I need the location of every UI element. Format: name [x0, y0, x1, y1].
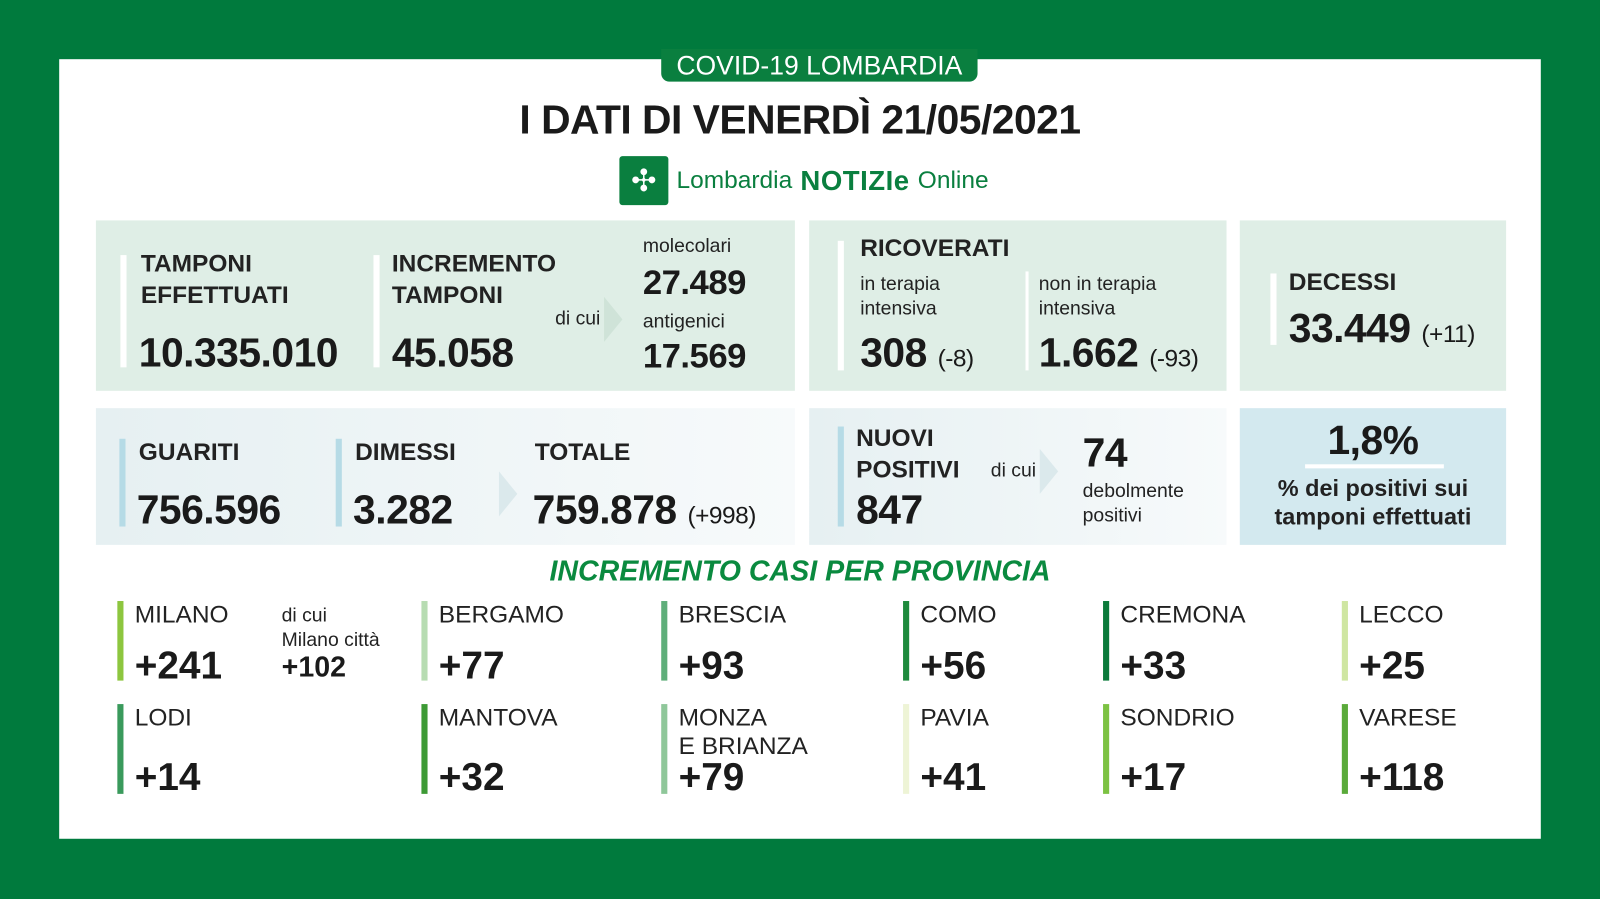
province-name: MILANO [134, 601, 229, 629]
province-color-bar [117, 601, 124, 681]
positivi-label: NUOVI POSITIVI [856, 424, 960, 484]
province-color-bar [1341, 704, 1348, 794]
province-value: +56 [920, 644, 987, 688]
province-value: +118 [1359, 756, 1445, 799]
percentuale-card: 1,8% % dei positivi sui tamponi effettuat… [1239, 408, 1507, 545]
province-name: MANTOVA [438, 704, 558, 732]
guariti-value: 756.596 [136, 487, 281, 533]
province-color-bar [421, 601, 428, 681]
decessi-card: DECESSI 33.449 (+11) [1239, 220, 1507, 391]
province-value: +241 [134, 644, 223, 688]
molecolari-label: molecolari [642, 235, 732, 258]
province-name: PAVIA [920, 704, 989, 732]
positivi-card: NUOVI POSITIVI 847 di cui 74 debolmente po… [809, 408, 1227, 545]
province-value: +41 [920, 756, 987, 799]
nti-value: 1.662 (-93) [1038, 330, 1199, 376]
decessi-label: DECESSI [1288, 268, 1397, 296]
province-name: LODI [134, 704, 192, 732]
nti-label: non in terapia intensiva [1038, 273, 1157, 320]
province-title: INCREMENTO CASI PER PROVINCIA [549, 555, 1051, 587]
ricoverati-label: RICOVERATI [860, 234, 1010, 263]
province-cremona: CREMONA +33 [1103, 601, 1307, 688]
header-tag: COVID-19 LOMBARDIA [661, 48, 978, 82]
page-title: I DATI DI VENERDÌ 21/05/2021 [519, 97, 1081, 143]
totale-value: 759.878 (+998) [532, 487, 757, 533]
province-pavia: PAVIA +41 [903, 704, 1107, 799]
province-mantova: MANTOVA +32 [421, 704, 625, 799]
province-como: COMO +56 [903, 601, 1107, 688]
province-name: CREMONA [1120, 601, 1246, 629]
antigenici-label: antigenici [642, 311, 725, 333]
tamponi-value: 10.335.010 [138, 330, 339, 376]
di-cui-label: di cui [990, 460, 1037, 482]
province-name: BRESCIA [678, 601, 787, 629]
incremento-value: 45.058 [391, 330, 514, 376]
province-name: LECCO [1359, 601, 1444, 629]
totale-label: TOTALE [534, 438, 631, 467]
ti-label: in terapia intensiva [860, 273, 940, 320]
arrow-icon [604, 296, 623, 342]
province-name: VARESE [1359, 704, 1457, 732]
tamponi-card: TAMPONI EFFETTUATI 10.335.010 INCREMENTO T… [95, 220, 795, 391]
province-color-bar [903, 704, 910, 794]
logo-text: Lombardia [676, 166, 793, 194]
decessi-value: 33.449 (+11) [1288, 306, 1476, 352]
guariti-card: GUARITI 756.596 DIMESSI 3.282 TOTALE 759… [95, 408, 795, 545]
province-sondrio: SONDRIO +17 [1103, 704, 1307, 799]
province-color-bar [903, 601, 910, 681]
province-value: +14 [134, 756, 201, 799]
molecolari-value: 27.489 [642, 263, 747, 303]
province-color-bar [661, 704, 668, 794]
guariti-label: GUARITI [138, 438, 240, 467]
province-name: BERGAMO [438, 601, 564, 629]
province-value: +17 [1120, 756, 1187, 799]
province-value: +93 [678, 644, 745, 688]
province-name: MONZA E BRIANZA [678, 704, 808, 761]
di-cui-label: di cui [555, 308, 601, 330]
deboli-label: debolmente positivi [1082, 480, 1184, 527]
province-brescia: BRESCIA +93 [661, 601, 865, 688]
province-varese: VARESE +118 [1341, 704, 1546, 799]
province-lecco: LECCO +25 [1341, 601, 1546, 688]
percentuale-label: % dei positivi sui tamponi effettuati [1274, 474, 1472, 530]
province-value: +25 [1359, 644, 1425, 688]
province-name: SONDRIO [1120, 704, 1235, 732]
dimessi-label: DIMESSI [355, 438, 456, 467]
province-name: COMO [920, 601, 997, 629]
milano-citta-value: +102 [281, 651, 346, 683]
logo: ✣ Lombardia NOTIZIe Online [619, 156, 989, 206]
province-color-bar [421, 704, 428, 794]
tamponi-label: TAMPONI EFFETTUATI [140, 249, 289, 310]
deboli-value: 74 [1082, 430, 1128, 476]
province-value: +79 [678, 756, 745, 799]
province-monza: MONZA E BRIANZA +79 [661, 704, 865, 799]
logo-notizie: NOTIZIe [800, 164, 910, 196]
ti-value: 308 (-8) [860, 330, 974, 376]
incremento-label: INCREMENTO TAMPONI [391, 249, 557, 310]
province-bergamo: BERGAMO +77 [421, 601, 625, 688]
dimessi-value: 3.282 [353, 487, 453, 533]
arrow-icon [1039, 448, 1059, 494]
positivi-value: 847 [856, 487, 923, 533]
arrow-icon [498, 471, 518, 517]
percentuale-value: 1,8% [1327, 418, 1419, 464]
divider [1305, 464, 1444, 469]
province-color-bar [1103, 601, 1110, 681]
province-color-bar [117, 704, 124, 794]
province-color-bar [1103, 704, 1110, 794]
ricoverati-card: RICOVERATI in terapia intensiva 308 (-8) … [809, 220, 1227, 391]
province-color-bar [661, 601, 668, 681]
province-value: +33 [1120, 644, 1187, 688]
province-lodi: LODI +14 [117, 704, 321, 799]
antigenici-value: 17.569 [642, 336, 747, 376]
province-value: +32 [438, 756, 505, 799]
province-color-bar [1341, 601, 1348, 681]
lombardia-rose-icon: ✣ [619, 156, 669, 206]
milano-citta-label: di cui Milano città [281, 605, 380, 652]
province-milano: MILANO +241 [117, 601, 321, 688]
province-value: +77 [438, 644, 505, 688]
logo-online: Online [917, 166, 989, 194]
